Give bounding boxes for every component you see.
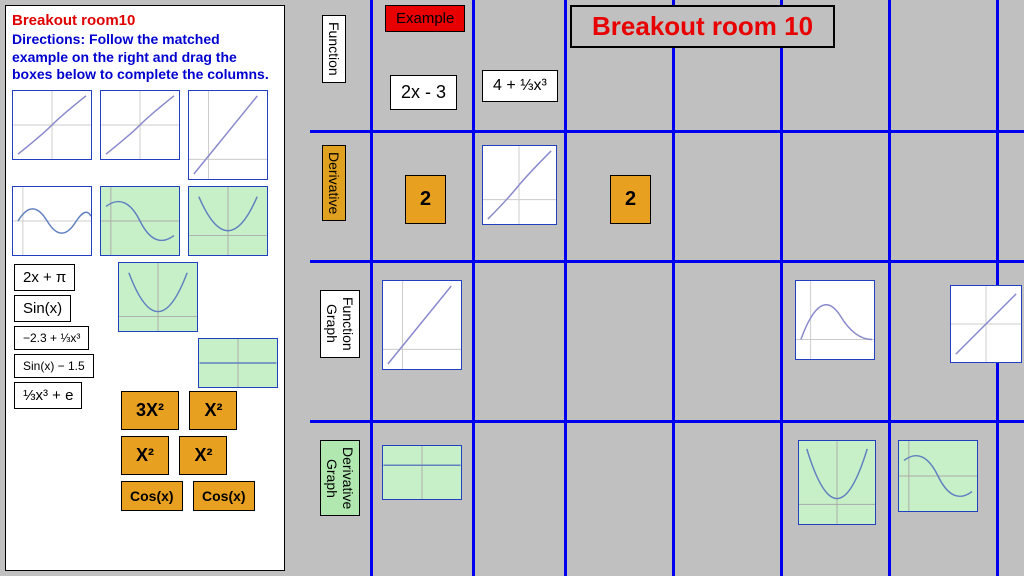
function-example[interactable]: 2x - 3: [390, 75, 457, 110]
main-grid: Function Derivative Function Graph Deriv…: [310, 0, 1024, 576]
orange-3x2[interactable]: 3X²: [121, 391, 179, 430]
derivative-col2[interactable]: 2: [610, 175, 651, 224]
row-label-dgraph: Derivative Graph: [320, 440, 360, 516]
function-col1[interactable]: 4 + ⅓x³: [482, 70, 558, 102]
expr-2xpi[interactable]: 2x + π: [14, 264, 75, 291]
fgraph-col6[interactable]: [950, 285, 1022, 363]
orange-x2-b[interactable]: X²: [121, 436, 169, 475]
sidebar-title: Breakout room10: [12, 12, 278, 29]
fgraph-example[interactable]: [382, 280, 462, 370]
gridline-h: [310, 130, 1024, 133]
thumb-parab-green-1[interactable]: [188, 186, 268, 256]
thumb-sine-1[interactable]: [12, 186, 92, 256]
orange-x2-a[interactable]: X²: [189, 391, 237, 430]
row-label-derivative: Derivative: [322, 145, 346, 221]
sidebar-directions: Directions: Follow the matched example o…: [12, 31, 278, 84]
gridline-v: [780, 0, 783, 576]
expression-stack: 2x + π Sin(x) −2.3 + ⅓x³ Sin(x) − 1.5 ⅓x…: [12, 262, 112, 411]
orange-x2-c[interactable]: X²: [179, 436, 227, 475]
expr-sinx[interactable]: Sin(x): [14, 295, 71, 322]
thumb-line-1[interactable]: [188, 90, 268, 180]
derivative-example[interactable]: 2: [405, 175, 446, 224]
gridline-v: [564, 0, 567, 576]
gridline-v: [888, 0, 891, 576]
main-title: Breakout room 10: [570, 5, 835, 48]
orange-cos1[interactable]: Cos(x): [121, 481, 183, 511]
thumb-parab-green-2[interactable]: [118, 262, 198, 332]
thumb-row-1: [12, 90, 278, 180]
orange-cos2[interactable]: Cos(x): [193, 481, 255, 511]
deriv-cell-thumb[interactable]: [482, 145, 557, 225]
expr-sinx15[interactable]: Sin(x) − 1.5: [14, 354, 94, 378]
gridline-v: [672, 0, 675, 576]
thumb-row-2: [12, 186, 278, 256]
expr-neg23[interactable]: −2.3 + ⅓x³: [14, 326, 89, 350]
dgraph-col5[interactable]: [898, 440, 978, 512]
thumb-stack-right: 3X² X² X² X² Cos(x) Cos(x): [118, 262, 278, 514]
thumb-cubic-1[interactable]: [12, 90, 92, 160]
example-tag: Example: [385, 5, 465, 32]
thumb-sine-green-1[interactable]: [100, 186, 180, 256]
gridline-v: [472, 0, 475, 576]
directions-label: Directions:: [12, 31, 85, 47]
sidebar-panel: Breakout room10 Directions: Follow the m…: [5, 5, 285, 571]
dgraph-example[interactable]: [382, 445, 462, 500]
row-label-fgraph: Function Graph: [320, 290, 360, 358]
expr-13x3e[interactable]: ⅓x³ + e: [14, 382, 82, 409]
gridline-h: [310, 420, 1024, 423]
thumb-flat-green[interactable]: [198, 338, 278, 388]
gridline-v: [370, 0, 373, 576]
thumb-cubic-2[interactable]: [100, 90, 180, 160]
gridline-h: [310, 260, 1024, 263]
row-label-function: Function: [322, 15, 346, 83]
fgraph-col4[interactable]: [795, 280, 875, 360]
dgraph-col4[interactable]: [798, 440, 876, 525]
